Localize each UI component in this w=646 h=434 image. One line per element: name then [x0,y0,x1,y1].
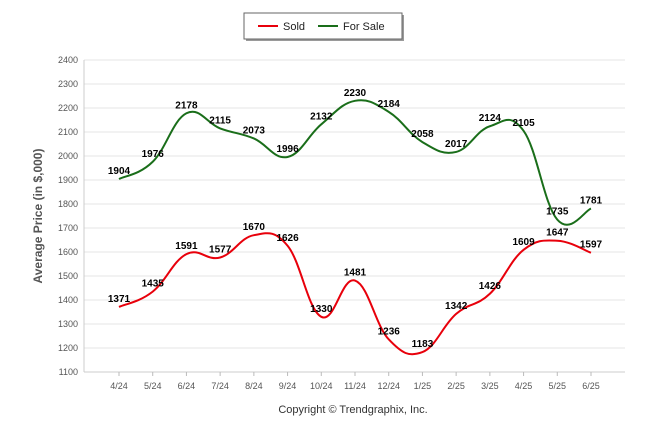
y-axis-label: Average Price (in $,000) [31,149,45,284]
data-label: 1996 [276,144,299,155]
y-tick-label: 1500 [58,271,78,281]
x-tick-label: 1/25 [414,381,432,391]
x-axis-ticks: 4/24 5/24 6/24 7/24 8/24 9/24 10/24 11/24 12/24 1… [110,372,600,391]
data-label: 1597 [580,240,603,251]
data-label: 2105 [512,118,535,129]
data-label: 2058 [411,129,434,140]
data-label: 1577 [209,245,232,256]
data-label: 1976 [142,149,165,160]
legend-entry-label: For Sale [343,21,385,33]
data-label: 2115 [209,115,231,126]
x-tick-label: 5/24 [144,381,162,391]
x-tick-label: 7/24 [211,381,229,391]
data-label: 1609 [512,237,535,248]
y-tick-label: 1300 [58,319,78,329]
x-tick-label: 4/25 [515,381,533,391]
y-tick-label: 1800 [58,199,78,209]
series-line-sold [118,232,592,356]
data-label: 1371 [108,294,131,305]
data-label: 2017 [445,139,468,150]
x-tick-label: 2/25 [447,381,465,391]
y-tick-label: 2300 [58,79,78,89]
x-tick-label: 8/24 [245,381,263,391]
data-labels: 1371 1435 1591 1577 1670 1626 1330 1481 1236 1183… [108,88,603,350]
data-label: 1330 [310,304,333,315]
data-label: 1481 [344,268,367,279]
data-label: 2132 [310,111,333,122]
x-tick-label: 5/25 [549,381,567,391]
x-tick-label: 12/24 [377,381,400,391]
x-tick-label: 6/25 [582,381,600,391]
x-tick-label: 10/24 [310,381,333,391]
y-tick-label: 2400 [58,55,78,65]
data-label: 1670 [243,222,266,233]
data-label: 1342 [445,301,468,312]
data-label: 1183 [412,339,434,350]
y-tick-label: 1400 [58,295,78,305]
series-line-for-sale [118,99,592,226]
data-label: 1426 [479,281,502,292]
x-tick-label: 11/24 [344,381,366,391]
y-axis-ticks: 1100 1200 1300 1400 1500 1600 1700 1800 1900 2000… [58,55,78,377]
data-label: 1781 [580,196,603,207]
y-tick-label: 2000 [58,151,78,161]
data-label: 1435 [142,279,165,290]
x-tick-label: 9/24 [279,381,297,391]
x-tick-label: 6/24 [178,381,196,391]
data-label: 1735 [546,207,569,218]
legend-entry-label: Sold [283,21,305,33]
data-label: 2184 [378,99,401,110]
data-label: 2073 [243,125,266,136]
data-label: 1647 [546,228,569,239]
series-lines [118,99,592,356]
y-tick-label: 1900 [58,175,78,185]
data-label: 2230 [344,88,367,99]
data-label: 1904 [108,166,131,177]
x-tick-label: 4/24 [110,381,128,391]
legend: Sold For Sale [243,12,404,41]
y-tick-label: 1200 [58,343,78,353]
data-label: 2124 [479,113,502,124]
x-tick-label: 3/25 [481,381,499,391]
grid [83,59,625,373]
y-tick-label: 2100 [58,127,78,137]
y-tick-label: 1700 [58,223,78,233]
data-label: 1591 [175,241,198,252]
data-label: 1626 [276,233,299,244]
y-tick-label: 1100 [59,367,78,377]
y-tick-label: 1600 [58,247,78,257]
data-label: 1236 [378,326,401,337]
copyright-text: Copyright © Trendgraphix, Inc. [278,404,427,416]
data-label: 2178 [175,100,198,111]
y-tick-label: 2200 [58,103,78,113]
